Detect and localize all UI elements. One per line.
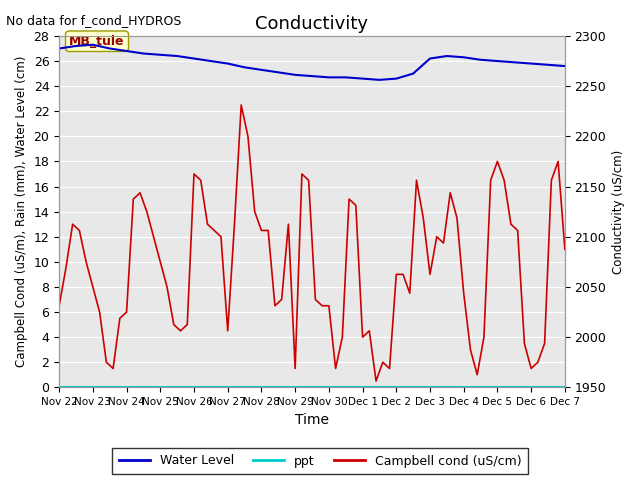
Water Level <box>89 42 97 48</box>
Water Level <box>224 60 232 66</box>
Line: Water Level: Water Level <box>59 45 565 80</box>
Water Level <box>173 53 181 59</box>
Water Level <box>342 74 349 80</box>
Water Level <box>376 77 383 83</box>
Campbell cond (uS/cm) <box>325 303 333 309</box>
Campbell cond (uS/cm) <box>406 290 413 296</box>
Water Level <box>392 76 400 82</box>
Water Level <box>544 62 552 68</box>
Water Level <box>308 73 316 79</box>
Title: Conductivity: Conductivity <box>255 15 369 33</box>
Water Level <box>275 70 282 75</box>
Water Level <box>190 56 198 61</box>
Water Level <box>359 76 367 82</box>
Water Level <box>257 67 265 72</box>
Campbell cond (uS/cm) <box>372 378 380 384</box>
Line: Campbell cond (uS/cm): Campbell cond (uS/cm) <box>59 105 565 381</box>
Campbell cond (uS/cm) <box>392 272 400 277</box>
Campbell cond (uS/cm) <box>102 360 110 365</box>
Campbell cond (uS/cm) <box>561 246 569 252</box>
Campbell cond (uS/cm) <box>474 372 481 378</box>
Water Level <box>511 60 518 65</box>
Water Level <box>207 58 214 64</box>
Water Level <box>493 58 501 64</box>
Text: MB_tule: MB_tule <box>69 35 125 48</box>
Campbell cond (uS/cm) <box>237 102 245 108</box>
Water Level <box>140 50 147 56</box>
Water Level <box>241 64 248 70</box>
Water Level <box>477 57 484 63</box>
Water Level <box>291 72 299 78</box>
Water Level <box>426 56 434 61</box>
Text: No data for f_cond_HYDROS: No data for f_cond_HYDROS <box>6 14 182 27</box>
Water Level <box>55 46 63 51</box>
Water Level <box>72 43 80 49</box>
X-axis label: Time: Time <box>295 413 329 427</box>
Y-axis label: Conductivity (uS/cm): Conductivity (uS/cm) <box>612 149 625 274</box>
Y-axis label: Campbell Cond (uS/m), Rain (mm), Water Level (cm): Campbell Cond (uS/m), Rain (mm), Water L… <box>15 56 28 367</box>
Water Level <box>106 46 113 51</box>
Campbell cond (uS/cm) <box>55 303 63 309</box>
Water Level <box>527 60 535 66</box>
Campbell cond (uS/cm) <box>230 221 238 227</box>
Water Level <box>156 52 164 58</box>
Legend: Water Level, ppt, Campbell cond (uS/cm): Water Level, ppt, Campbell cond (uS/cm) <box>113 448 527 474</box>
Water Level <box>443 53 451 59</box>
Water Level <box>460 54 468 60</box>
Water Level <box>325 74 333 80</box>
Water Level <box>123 48 131 54</box>
Water Level <box>410 71 417 76</box>
Water Level <box>561 63 569 69</box>
